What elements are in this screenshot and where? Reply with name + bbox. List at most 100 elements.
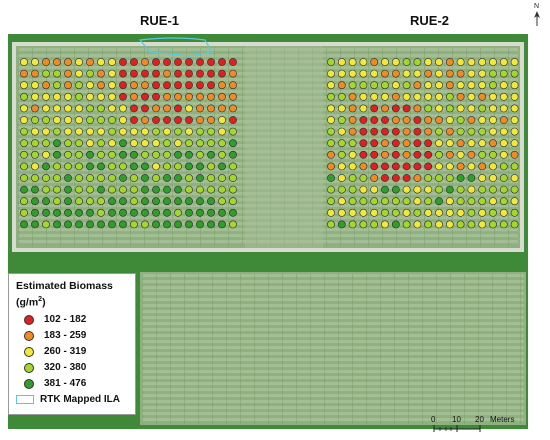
biomass-point-rue-1 — [163, 220, 171, 229]
biomass-point-rue-1 — [141, 92, 149, 101]
biomass-point-rue-1 — [20, 220, 28, 229]
plot-row — [18, 234, 518, 238]
biomass-point-rue-1 — [97, 116, 105, 124]
biomass-point-rue-2 — [489, 92, 497, 101]
plot-row — [142, 376, 524, 380]
biomass-point-rue-1 — [64, 81, 72, 90]
biomass-point-rue-1 — [64, 92, 72, 101]
biomass-point-rue-2 — [510, 127, 519, 136]
biomass-point-rue-1 — [86, 81, 94, 90]
plot-row — [18, 108, 518, 112]
biomass-point-rue-2 — [445, 139, 454, 148]
biomass-point-rue-1 — [185, 220, 193, 229]
legend-swatch — [24, 314, 34, 325]
biomass-point-rue-1 — [130, 127, 138, 136]
legend-swatch — [24, 378, 34, 389]
plot-row — [18, 168, 518, 172]
biomass-point-rue-1 — [75, 104, 83, 113]
plot-row — [142, 406, 524, 410]
alley — [245, 46, 323, 248]
biomass-point-rue-2 — [381, 127, 389, 136]
biomass-point-rue-1 — [108, 174, 116, 182]
biomass-point-rue-2 — [456, 197, 465, 206]
biomass-point-rue-1 — [20, 150, 28, 159]
biomass-point-rue-2 — [456, 81, 465, 90]
plot-row — [282, 274, 283, 424]
biomass-point-rue-1 — [218, 208, 226, 217]
biomass-point-rue-1 — [185, 58, 193, 66]
biomass-point-rue-1 — [64, 162, 72, 171]
biomass-point-rue-1 — [108, 127, 116, 136]
biomass-point-rue-2 — [435, 104, 443, 113]
plot-row — [142, 316, 524, 320]
biomass-point-rue-1 — [218, 185, 226, 194]
biomass-point-rue-1 — [174, 58, 182, 66]
plot-row — [520, 274, 521, 424]
biomass-point-rue-1 — [218, 197, 226, 206]
biomass-point-rue-2 — [337, 197, 346, 206]
biomass-point-rue-2 — [348, 150, 357, 159]
plot-row — [340, 48, 341, 246]
biomass-point-rue-1 — [141, 150, 149, 159]
biomass-point-rue-2 — [489, 185, 497, 194]
biomass-point-rue-1 — [119, 162, 127, 171]
biomass-point-rue-1 — [64, 139, 72, 148]
biomass-point-rue-1 — [119, 185, 127, 194]
biomass-point-rue-2 — [348, 116, 357, 124]
biomass-point-rue-1 — [97, 69, 105, 78]
plot-row — [494, 48, 495, 246]
biomass-point-rue-1 — [108, 150, 116, 159]
biomass-point-rue-1 — [31, 58, 39, 66]
biomass-point-rue-1 — [108, 104, 116, 113]
legend-class-1: 102 - 182 — [16, 312, 128, 328]
legend-classes: 102 - 182 183 - 259 260 - 319 320 - 380 381 … — [16, 312, 128, 392]
biomass-point-rue-2 — [478, 81, 487, 90]
biomass-point-rue-1 — [130, 174, 138, 182]
biomass-point-rue-1 — [86, 116, 94, 124]
biomass-point-rue-2 — [445, 116, 454, 124]
plot-row — [142, 274, 143, 424]
plot-row — [354, 48, 355, 246]
biomass-point-rue-1 — [108, 162, 116, 171]
biomass-point-rue-1 — [53, 58, 61, 66]
biomass-point-rue-2 — [337, 81, 346, 90]
biomass-point-rue-2 — [391, 197, 400, 206]
biomass-point-rue-2 — [413, 58, 422, 66]
biomass-point-rue-1 — [97, 104, 105, 113]
biomass-point-rue-2 — [435, 208, 443, 217]
biomass-point-rue-2 — [370, 81, 379, 90]
biomass-point-rue-1 — [97, 81, 105, 90]
biomass-point-rue-1 — [141, 81, 149, 90]
biomass-point-rue-2 — [391, 150, 400, 159]
plot-row — [18, 150, 518, 154]
biomass-point-rue-2 — [337, 58, 346, 66]
biomass-point-rue-1 — [20, 185, 28, 194]
biomass-point-rue-1 — [218, 58, 226, 66]
biomass-point-rue-1 — [185, 92, 193, 101]
biomass-point-rue-2 — [435, 185, 443, 194]
plot-row — [18, 48, 518, 52]
biomass-point-rue-1 — [97, 174, 105, 182]
biomass-point-rue-1 — [207, 92, 215, 101]
plot-row — [18, 132, 518, 136]
biomass-point-rue-2 — [467, 69, 476, 78]
biomass-point-rue-2 — [445, 150, 454, 159]
biomass-point-rue-2 — [391, 58, 400, 66]
biomass-point-rue-2 — [467, 162, 476, 171]
legend-ila-label: RTK Mapped ILA — [40, 394, 120, 405]
biomass-point-rue-1 — [31, 127, 39, 136]
biomass-point-rue-1 — [31, 92, 39, 101]
biomass-point-rue-1 — [196, 162, 204, 171]
biomass-point-rue-1 — [207, 81, 215, 90]
plot-row — [368, 48, 369, 246]
biomass-point-rue-1 — [20, 92, 28, 101]
biomass-point-rue-1 — [130, 139, 138, 148]
biomass-point-rue-2 — [489, 174, 497, 182]
biomass-point-rue-1 — [229, 127, 237, 136]
biomass-point-rue-1 — [174, 127, 182, 136]
biomass-point-rue-1 — [207, 162, 215, 171]
plot-row — [60, 48, 61, 246]
biomass-point-rue-1 — [53, 81, 61, 90]
biomass-point-rue-1 — [218, 69, 226, 78]
